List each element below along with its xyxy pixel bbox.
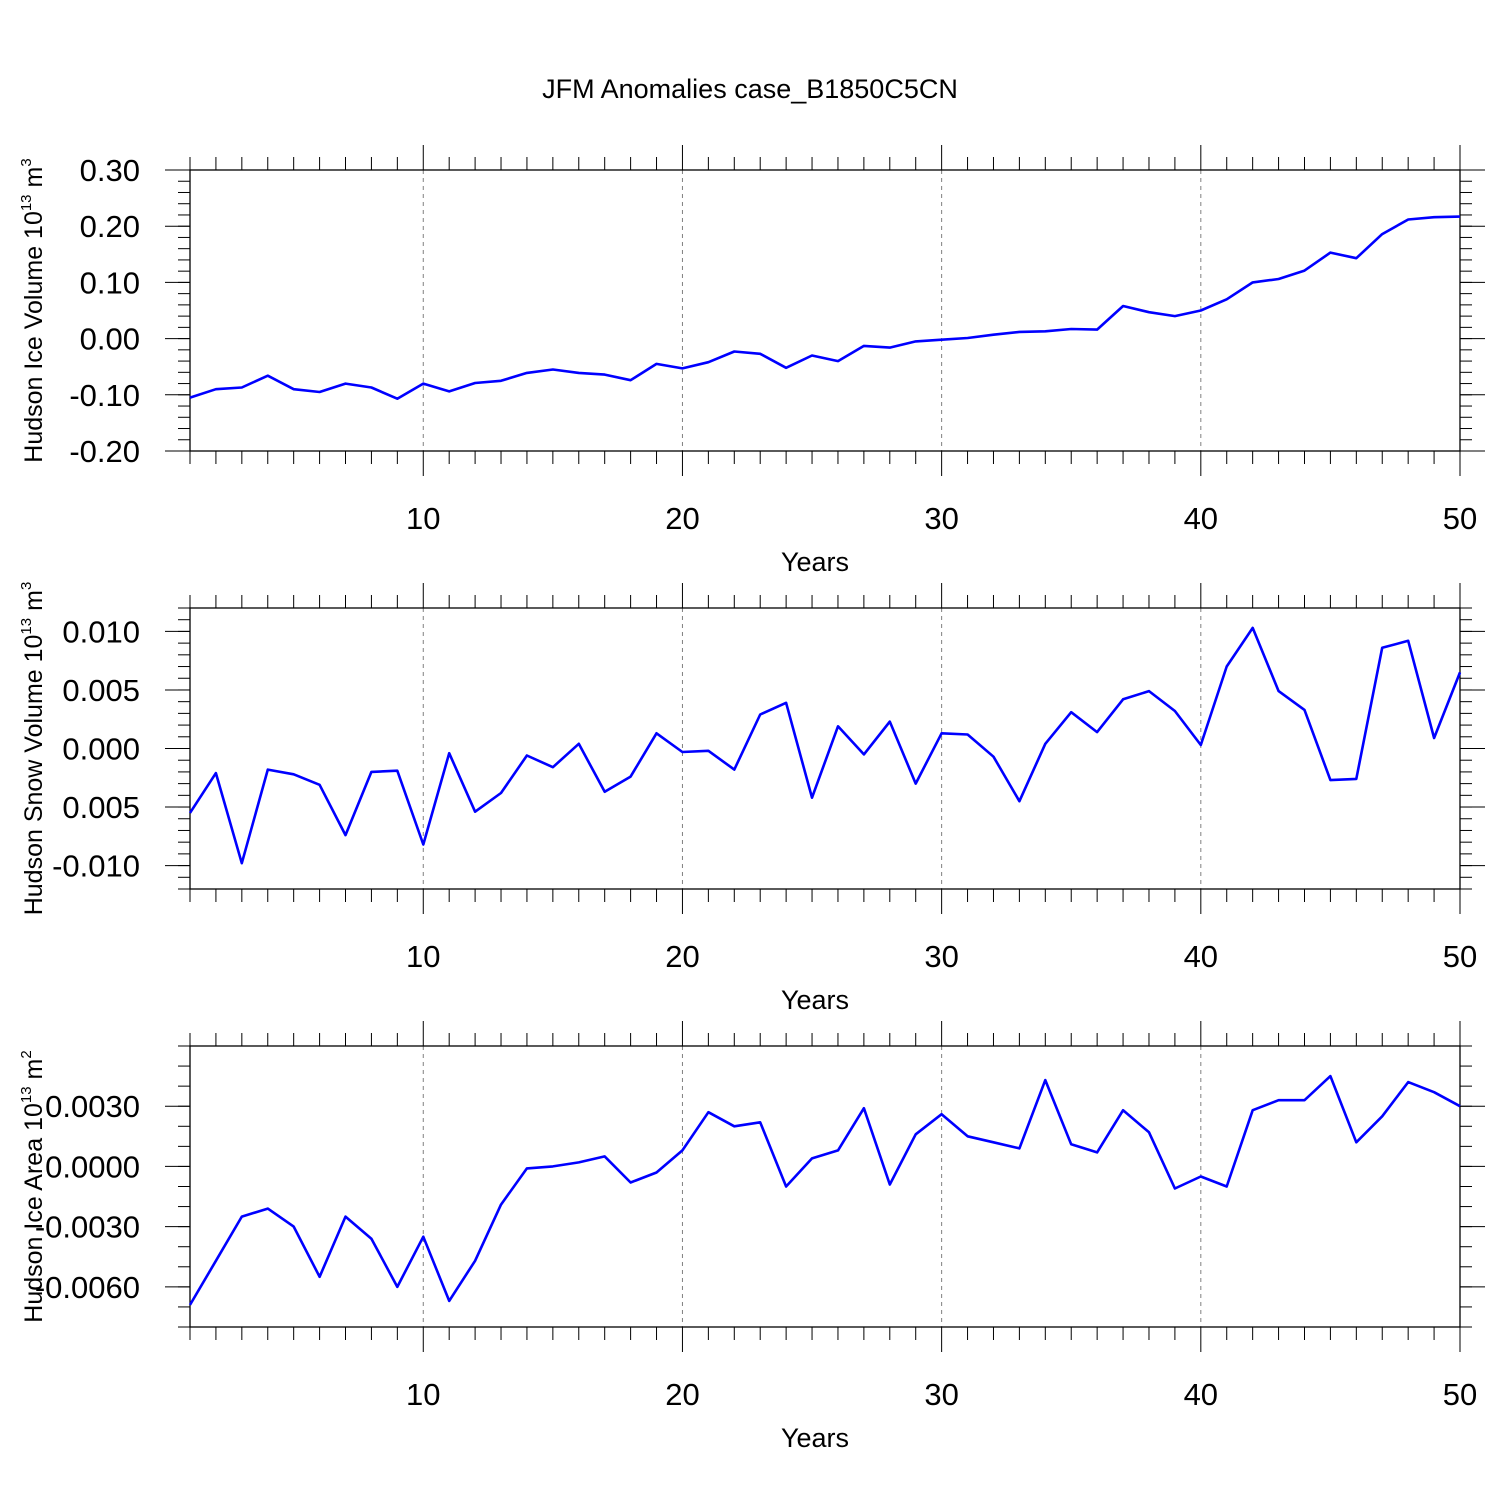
y-tick-label: 0.010 xyxy=(62,614,140,649)
y-axis-label: Hudson Snow Volume 1013 m3 xyxy=(18,582,48,916)
x-tick-label: 30 xyxy=(924,939,958,974)
y-tick-label: -0.0060 xyxy=(35,1270,140,1305)
y-axis-label-text: Hudson Snow Volume 10 xyxy=(20,635,48,916)
series-line-ice-area xyxy=(188,1074,1461,1306)
x-tick-label: 50 xyxy=(1443,501,1477,536)
x-tick-label: 40 xyxy=(1184,939,1218,974)
y-tick-label: 0.000 xyxy=(62,732,140,767)
x-tick-label: 20 xyxy=(665,501,699,536)
y-tick-label: 0.10 xyxy=(80,265,140,300)
y-axis-label-text: Hudson Ice Volume 10 xyxy=(20,211,48,463)
plot-frame xyxy=(189,607,1461,890)
y-axis-label-unit: m xyxy=(20,590,48,611)
y-axis-label-exponent: 13 xyxy=(18,618,35,635)
y-axis-label-unit: m xyxy=(20,167,48,188)
x-tick-label: 10 xyxy=(406,1377,440,1412)
y-tick-label: -0.10 xyxy=(69,378,140,413)
y-tick-label: 0.0000 xyxy=(45,1149,140,1184)
y-tick-label: 0.20 xyxy=(80,209,140,244)
y-tick-label: 0.0030 xyxy=(45,1089,140,1124)
y-axis-label-unit: m xyxy=(20,1059,48,1080)
x-tick-label: 10 xyxy=(406,501,440,536)
x-axis-label: Years xyxy=(781,985,849,1015)
chart-panels: -0.20 -0.10 0.00 0.10 0.20 0.30 10 20 30 40 50 Year… xyxy=(18,145,1485,1453)
x-tick-label: 50 xyxy=(1443,1377,1477,1412)
y-tick-label: -0.010 xyxy=(52,849,140,884)
y-axis-label: Hudson Ice Volume 1013 m3 xyxy=(18,158,48,462)
y-axis-label-unit-exponent: 3 xyxy=(18,158,35,166)
plot-frame xyxy=(189,169,1461,452)
plot-frame xyxy=(189,1045,1461,1328)
series-line-snow-volume xyxy=(188,626,1462,865)
x-tick-label: 40 xyxy=(1184,501,1218,536)
panel-ice-area: -0.0060 -0.0030 0.0000 0.0030 10 20 30 40 50 Year… xyxy=(18,1021,1485,1453)
x-tick-label: 20 xyxy=(665,1377,699,1412)
y-tick-label: 0.00 xyxy=(80,322,140,357)
x-tick-label: 50 xyxy=(1443,939,1477,974)
y-tick-label: 0.30 xyxy=(80,153,140,188)
y-axis-label-text: Hudson Ice Area 10 xyxy=(20,1103,48,1323)
series-line-ice-volume xyxy=(189,215,1461,401)
y-tick-label: 0.005 xyxy=(62,790,140,825)
y-tick-label: -0.0030 xyxy=(35,1210,140,1245)
x-tick-label: 40 xyxy=(1184,1377,1218,1412)
panel-snow-volume: -0.010 0.005 0.000 0.005 0.010 10 20 30 40 50 Year… xyxy=(18,582,1485,1015)
x-tick-label: 30 xyxy=(924,1377,958,1412)
x-axis-label: Years xyxy=(781,1423,849,1453)
x-tick-label: 10 xyxy=(406,939,440,974)
panel-ice-volume: -0.20 -0.10 0.00 0.10 0.20 0.30 10 20 30 40 50 Year… xyxy=(18,145,1485,577)
y-axis-label-unit-exponent: 2 xyxy=(18,1050,35,1058)
y-axis-label-exponent: 13 xyxy=(18,1086,35,1103)
x-tick-label: 20 xyxy=(665,939,699,974)
y-axis-label-exponent: 13 xyxy=(18,194,35,211)
chart-title: JFM Anomalies case_B1850C5CN xyxy=(542,74,958,104)
x-axis-label: Years xyxy=(781,547,849,577)
y-tick-label: 0.005 xyxy=(62,673,140,708)
y-axis-label: Hudson Ice Area 1013 m2 xyxy=(18,1050,48,1322)
x-tick-label: 30 xyxy=(924,501,958,536)
y-tick-label: -0.20 xyxy=(69,434,140,469)
y-axis-label-unit-exponent: 3 xyxy=(18,582,35,590)
